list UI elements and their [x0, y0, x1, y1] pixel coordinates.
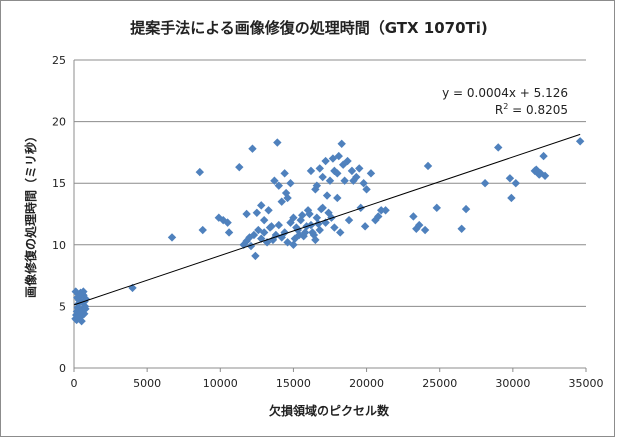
data-point: [481, 179, 489, 187]
data-point: [576, 137, 584, 145]
x-tick-label: 0: [71, 377, 78, 390]
y-tick-label: 20: [52, 116, 66, 129]
data-point: [345, 216, 353, 224]
data-point: [333, 194, 341, 202]
data-point: [457, 225, 465, 233]
data-point: [361, 222, 369, 230]
data-point: [421, 226, 429, 234]
y-tick-label: 5: [59, 300, 66, 313]
data-point: [248, 145, 256, 153]
x-axis-label: 欠損領域のピクセル数: [269, 403, 390, 418]
data-point: [275, 221, 283, 229]
data-point: [330, 223, 338, 231]
x-tick-label: 35000: [569, 377, 604, 390]
data-point: [257, 201, 265, 209]
r-squared-label: R2 = 0.8205: [495, 102, 568, 117]
data-point: [307, 167, 315, 175]
data-point: [433, 204, 441, 212]
data-point: [280, 169, 288, 177]
y-tick-label: 25: [52, 54, 66, 67]
data-point: [424, 162, 432, 170]
x-tick-label: 20000: [349, 377, 384, 390]
data-point: [313, 213, 321, 221]
data-point: [338, 140, 346, 148]
data-point: [462, 205, 470, 213]
data-point: [507, 194, 515, 202]
data-point: [494, 143, 502, 151]
trendline-equation: y = 0.0004x + 5.126: [442, 86, 568, 100]
data-point: [316, 164, 324, 172]
data-point: [348, 167, 356, 175]
data-point: [512, 179, 520, 187]
data-point: [506, 174, 514, 182]
data-point: [539, 152, 547, 160]
y-axis-label: 画像修復の処理時間（ミリ秒）: [23, 130, 38, 298]
data-point: [286, 179, 294, 187]
data-point: [260, 216, 268, 224]
data-point: [321, 157, 329, 165]
r-squared-prefix: R: [495, 103, 503, 117]
data-point: [264, 206, 272, 214]
data-point: [235, 163, 243, 171]
x-tick-label: 30000: [495, 377, 530, 390]
data-point: [367, 169, 375, 177]
x-tick-labels: 0 5000 10000 15000 20000 25000 30000 35000: [71, 377, 604, 390]
x-tick-label: 10000: [203, 377, 238, 390]
data-point: [196, 168, 204, 176]
data-point: [355, 164, 363, 172]
data-point: [323, 191, 331, 199]
y-tick-labels: 0 5 10 15 20 25: [52, 54, 66, 375]
x-tick-label: 5000: [133, 377, 161, 390]
data-point: [251, 252, 259, 260]
x-tick-label: 25000: [422, 377, 457, 390]
data-point: [225, 228, 233, 236]
data-point: [199, 226, 207, 234]
data-point: [409, 212, 417, 220]
data-points: [71, 137, 584, 325]
y-tick-label: 0: [59, 362, 66, 375]
y-tick-label: 10: [52, 239, 66, 252]
data-point: [316, 226, 324, 234]
data-point: [273, 138, 281, 146]
data-point: [318, 173, 326, 181]
data-point: [168, 233, 176, 241]
x-tick-label: 15000: [276, 377, 311, 390]
data-point: [253, 209, 261, 217]
data-point: [336, 228, 344, 236]
data-point: [381, 206, 389, 214]
data-point: [242, 210, 250, 218]
y-tick-label: 15: [52, 177, 66, 190]
chart-title: 提案手法による画像修復の処理時間（GTX 1070Ti): [130, 19, 488, 37]
r-squared-value: = 0.8205: [508, 103, 568, 117]
